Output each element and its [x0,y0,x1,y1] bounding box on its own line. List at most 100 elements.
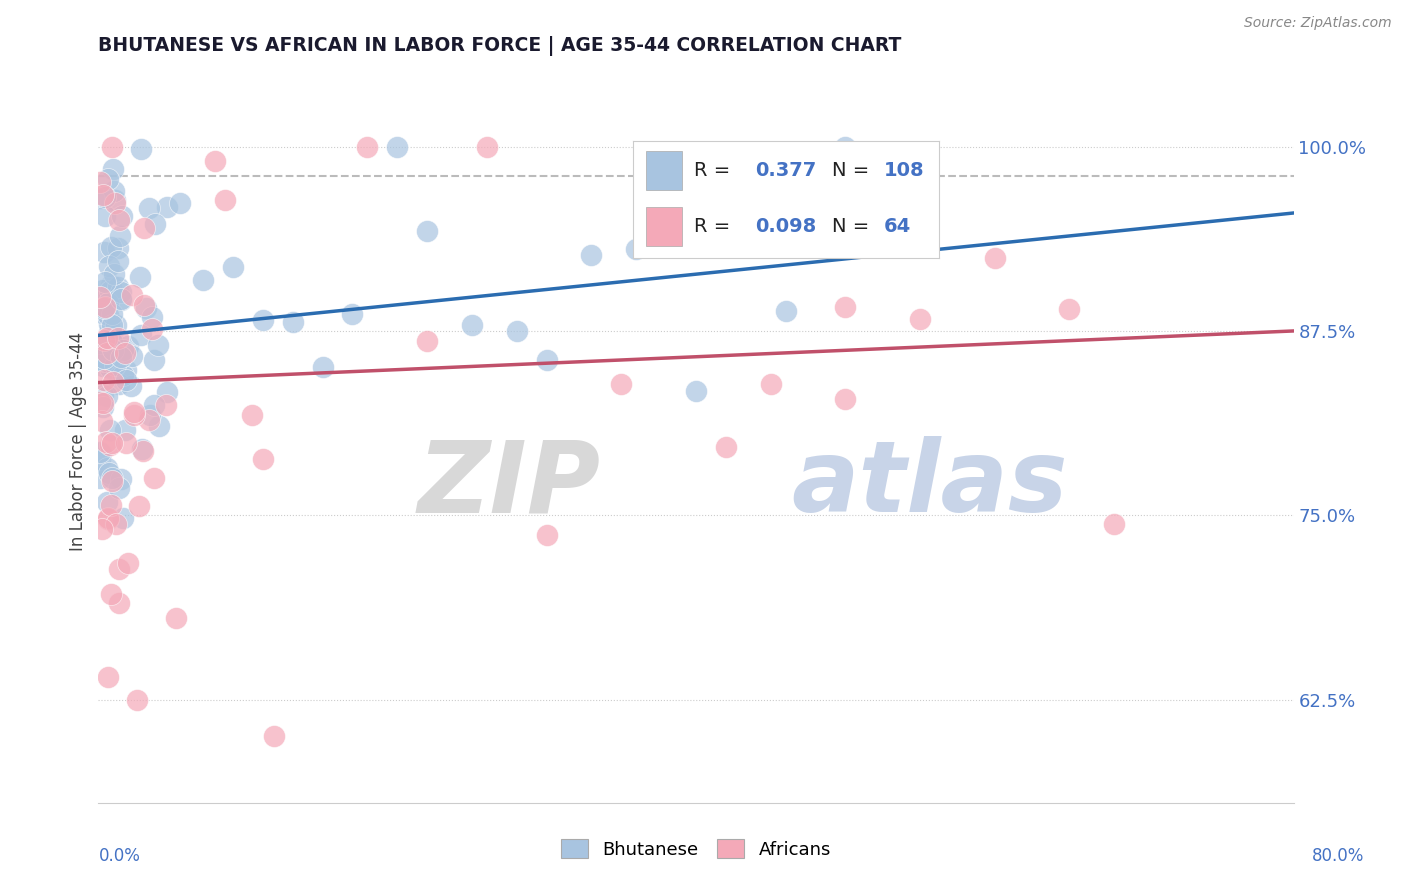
Point [131,327,153,342]
Point [121,287,143,301]
Point [117,339,139,353]
Point [91,400,114,414]
Point [536,527,558,541]
Text: 0.098: 0.098 [755,217,817,236]
Point [110,285,132,300]
Point [132,298,155,312]
Point [121,349,143,363]
Point [581,247,603,261]
Point [97,308,120,322]
Point [610,376,633,391]
Point [98,317,121,331]
Point [110,293,132,307]
Text: 0.377: 0.377 [755,161,817,180]
Point [101,375,124,389]
Point [89,175,111,189]
Point [98,284,121,298]
Point [97,338,120,352]
Point [101,326,124,341]
Point [97,511,120,525]
Point [97,512,120,526]
Text: Source: ZipAtlas.com: Source: ZipAtlas.com [1244,16,1392,29]
Point [90,446,112,460]
Point [112,343,135,357]
Point [96,331,118,345]
Point [89,191,111,205]
Point [834,139,856,153]
Point [101,343,124,357]
Point [108,481,131,495]
Point [984,252,1007,266]
Point [100,240,122,254]
Point [97,296,120,310]
Point [191,273,214,287]
Point [107,241,129,255]
Point [156,200,179,214]
Point [131,444,153,458]
Point [98,361,121,376]
Point [146,338,169,352]
Point [100,471,122,485]
Point [100,306,122,320]
Point [101,436,124,450]
Point [100,587,122,601]
Point [89,452,111,467]
Point [100,334,122,349]
Point [117,556,139,570]
Point [112,511,135,525]
Point [110,351,132,365]
Point [91,359,114,374]
Point [834,392,856,406]
Point [475,139,498,153]
Point [93,301,115,315]
Point [104,196,127,211]
Point [93,354,115,368]
Point [96,461,118,475]
Point [111,210,134,224]
Point [714,441,737,455]
Point [143,218,166,232]
Point [626,242,648,256]
Point [342,307,364,321]
Point [114,423,136,437]
Point [93,245,115,260]
Point [156,385,179,400]
Point [91,283,114,297]
Point [775,304,797,318]
Point [908,231,931,245]
Point [214,193,236,207]
Y-axis label: In Labor Force | Age 35-44: In Labor Force | Age 35-44 [69,332,87,551]
Text: N =: N = [832,161,875,180]
Point [101,318,124,333]
Point [90,522,112,536]
Point [97,172,120,186]
Point [115,374,138,388]
Point [103,184,125,198]
Point [94,209,117,223]
Text: 0.0%: 0.0% [98,847,141,864]
Point [252,312,274,326]
Point [685,384,707,399]
Point [416,224,439,238]
Point [222,260,245,274]
Point [97,670,120,684]
Point [110,472,132,486]
Point [103,267,125,281]
Point [139,408,162,422]
Point [125,692,148,706]
Point [93,347,115,361]
Point [101,162,124,177]
Point [1059,302,1081,317]
Point [110,293,132,307]
Point [105,318,128,333]
Point [101,139,124,153]
Bar [645,151,682,190]
Point [385,139,409,153]
Point [263,730,285,744]
Point [204,153,226,168]
Point [122,405,145,419]
Point [115,435,138,450]
Point [100,278,122,293]
Point [93,396,115,410]
Text: 80.0%: 80.0% [1312,847,1364,864]
